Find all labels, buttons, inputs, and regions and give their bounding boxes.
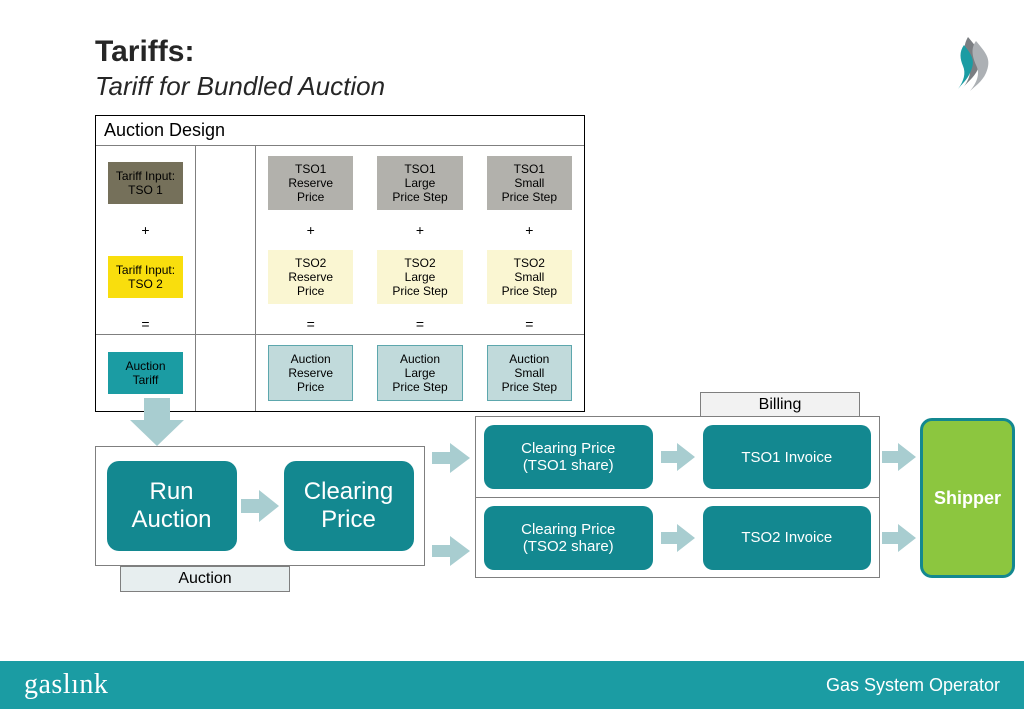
tariff-input-tso2: Tariff Input: TSO 2 bbox=[108, 256, 183, 298]
op-eq: = bbox=[96, 314, 196, 334]
arrow-down-icon bbox=[130, 398, 184, 446]
op-eq: = bbox=[256, 314, 365, 334]
tso2-reserve-price: TSO2 Reserve Price bbox=[268, 250, 353, 304]
op-plus: + bbox=[475, 220, 584, 240]
brand-logo: gaslınk bbox=[24, 669, 108, 701]
op-plus: + bbox=[365, 220, 474, 240]
op-eq: = bbox=[475, 314, 584, 334]
billing-label: Billing bbox=[700, 392, 860, 418]
tso1-small-step: TSO1 Small Price Step bbox=[487, 156, 572, 210]
arrow-right-icon bbox=[661, 524, 695, 552]
tso2-share-node: Clearing Price (TSO2 share) bbox=[484, 506, 653, 570]
billing-panel: Clearing Price (TSO1 share) TSO1 Invoice… bbox=[475, 416, 880, 578]
auction-tariff: Auction Tariff bbox=[108, 352, 183, 394]
auction-small-step: Auction Small Price Step bbox=[487, 345, 572, 401]
arrow-right-icon bbox=[882, 524, 916, 552]
page-subtitle: Tariff for Bundled Auction bbox=[95, 71, 385, 102]
op-plus: + bbox=[96, 220, 196, 240]
footer-bar: gaslınk Gas System Operator bbox=[0, 659, 1024, 709]
footer-operator: Gas System Operator bbox=[826, 675, 1000, 696]
arrow-right-icon bbox=[432, 443, 470, 473]
slide: Tariffs: Tariff for Bundled Auction Auct… bbox=[0, 0, 1024, 709]
run-auction-node: Run Auction bbox=[107, 461, 237, 551]
auction-panel: Run Auction Clearing Price bbox=[95, 446, 425, 566]
page-title: Tariffs: bbox=[95, 35, 385, 69]
auction-large-step: Auction Large Price Step bbox=[377, 345, 462, 401]
tso1-large-step: TSO1 Large Price Step bbox=[377, 156, 462, 210]
auction-reserve-price: Auction Reserve Price bbox=[268, 345, 353, 401]
tso2-invoice-node: TSO2 Invoice bbox=[703, 506, 872, 570]
tso1-invoice-node: TSO1 Invoice bbox=[703, 425, 872, 489]
tso1-share-node: Clearing Price (TSO1 share) bbox=[484, 425, 653, 489]
clearing-price-node: Clearing Price bbox=[284, 461, 414, 551]
tso1-reserve-price: TSO1 Reserve Price bbox=[268, 156, 353, 210]
auction-design-panel: Auction Design Tariff Input: TSO 1 TSO1 … bbox=[95, 115, 585, 412]
arrow-right-icon bbox=[432, 536, 470, 566]
op-plus: + bbox=[256, 220, 365, 240]
shipper-node: Shipper bbox=[920, 418, 1015, 578]
arrow-right-icon bbox=[661, 443, 695, 471]
tso2-large-step: TSO2 Large Price Step bbox=[377, 250, 462, 304]
flame-logo-icon bbox=[948, 35, 994, 91]
tariff-input-tso1: Tariff Input: TSO 1 bbox=[108, 162, 183, 204]
op-eq: = bbox=[365, 314, 474, 334]
tso2-small-step: TSO2 Small Price Step bbox=[487, 250, 572, 304]
auction-design-heading: Auction Design bbox=[96, 116, 584, 146]
arrow-right-icon bbox=[882, 443, 916, 471]
auction-label: Auction bbox=[120, 566, 290, 592]
title-block: Tariffs: Tariff for Bundled Auction bbox=[95, 35, 385, 102]
arrow-right-icon bbox=[241, 490, 279, 522]
